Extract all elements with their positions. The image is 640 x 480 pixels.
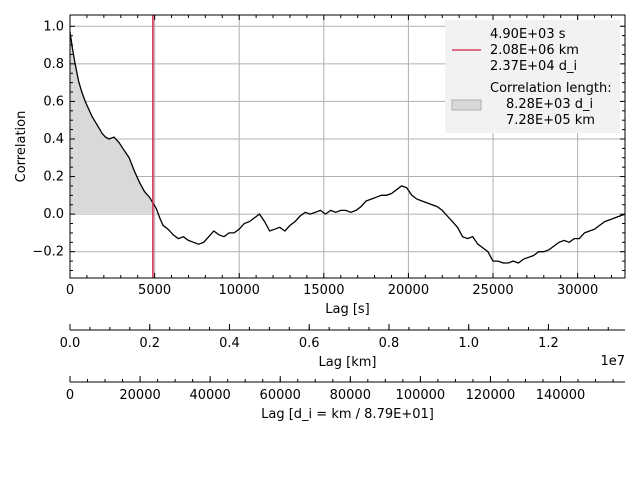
y-tick-label: 0.0 <box>43 207 64 222</box>
y-tick-label: 1.0 <box>43 19 64 34</box>
di-axis-tick-label: 140000 <box>536 388 586 403</box>
km-axis-offset-label: 1e7 <box>600 354 625 369</box>
x-tick-label: 25000 <box>472 283 513 298</box>
correlation-series-line <box>69 31 626 264</box>
x-tick-label: 30000 <box>557 283 598 298</box>
legend-lag-di: 2.37E+04 d_i <box>490 59 577 74</box>
y-tick-label: 0.4 <box>43 132 64 147</box>
di-axis-tick-label: 20000 <box>119 388 160 403</box>
x-tick-label: 10000 <box>219 283 260 298</box>
km-axis-tick-label: 0.2 <box>139 336 160 351</box>
x-tick-label: 0 <box>66 283 74 298</box>
di-axis-tick-label: 40000 <box>189 388 230 403</box>
legend-lag-seconds: 4.90E+03 s <box>490 27 566 42</box>
km-axis-tick-label: 0.0 <box>60 336 81 351</box>
y-axis-label: Correlation <box>14 111 29 183</box>
legend-correlation-length-km: 7.28E+05 km <box>506 113 595 128</box>
km-axis-tick-label: 1.2 <box>538 336 559 351</box>
km-axis-tick-label: 0.8 <box>379 336 400 351</box>
correlation-length-area <box>70 31 153 215</box>
di-axis-tick-label: 100000 <box>396 388 446 403</box>
di-axis-tick-label: 60000 <box>260 388 301 403</box>
di-axis-tick-label: 120000 <box>466 388 516 403</box>
legend-box <box>445 20 620 133</box>
x-tick-label: 15000 <box>303 283 344 298</box>
km-axis-tick-label: 1.0 <box>458 336 479 351</box>
di-axis-tick-label: 0 <box>66 388 74 403</box>
legend-correlation-length-di: 8.28E+03 d_i <box>506 97 593 112</box>
x-tick-label: 20000 <box>388 283 429 298</box>
km-axis-tick-label: 0.4 <box>219 336 240 351</box>
x-tick-label: 5000 <box>138 283 171 298</box>
legend-patch-swatch <box>451 99 482 111</box>
y-tick-label: 0.8 <box>43 57 64 72</box>
legend-lag-km: 2.08E+06 km <box>490 43 579 58</box>
x-axis-label-di: Lag [d_i = km / 8.79E+01] <box>261 407 434 422</box>
legend: 4.90E+03 s 2.08E+06 km 2.37E+04 d_i Corr… <box>445 20 620 133</box>
di-axis-tick-label: 80000 <box>330 388 371 403</box>
legend-correlation-length-title: Correlation length: <box>490 81 612 96</box>
plot-frame <box>69 14 626 279</box>
km-axis-tick-label: 0.6 <box>299 336 320 351</box>
y-tick-label: 0.6 <box>43 94 64 109</box>
y-tick-label: 0.2 <box>43 170 64 185</box>
x-axis-label-seconds: Lag [s] <box>325 302 370 317</box>
x-axis-label-km: Lag [km] <box>319 355 377 370</box>
y-tick-label: −0.2 <box>32 245 64 260</box>
